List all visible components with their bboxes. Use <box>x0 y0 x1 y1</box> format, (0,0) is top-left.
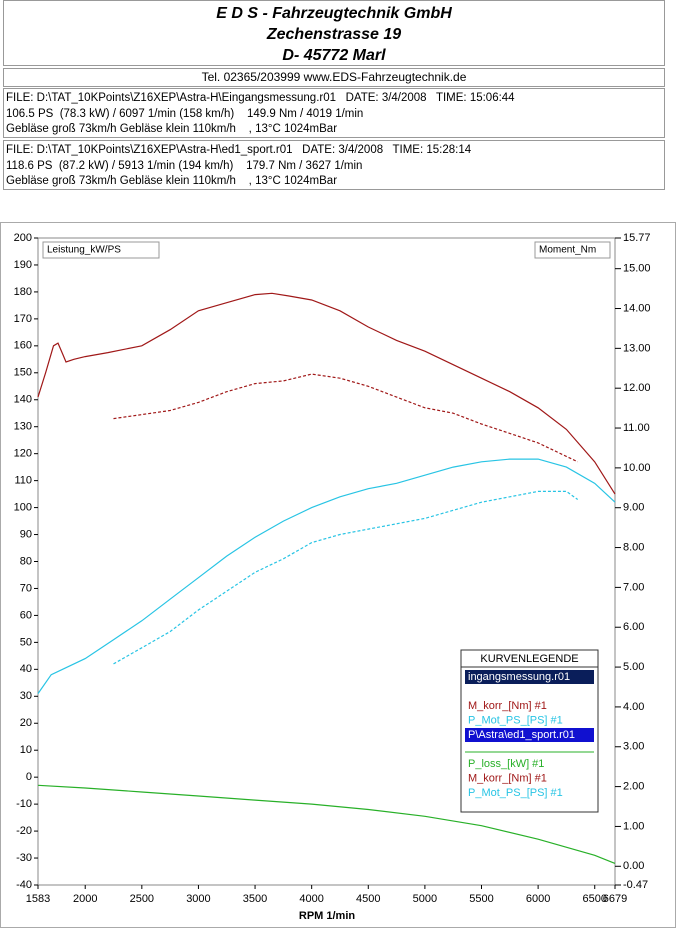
y2-axis-label: Moment_Nm <box>539 245 596 256</box>
x-tick-label: 6679 <box>603 893 627 905</box>
y-tick-label: 120 <box>14 448 32 460</box>
header-line: Zechenstrasse 19 <box>266 26 402 43</box>
y-tick-label: 80 <box>20 555 32 567</box>
legend-entry: M_korr_[Nm] #1 <box>468 772 547 784</box>
y2-tick-label: 14.00 <box>623 302 651 314</box>
file-box: FILE: D:\TAT_10KPoints\Z16XEP\Astra-H\ed… <box>3 140 665 190</box>
y-tick-label: 130 <box>14 421 32 433</box>
series-line <box>37 458 616 694</box>
y2-tick-label: 12.00 <box>623 382 651 394</box>
y2-tick-label: 6.00 <box>623 621 644 633</box>
x-axis-label: RPM 1/min <box>299 910 356 922</box>
legend-group-bg <box>465 728 594 742</box>
chart: Leistung_kW/PS Moment_Nm RPM 1/min -40 -3… <box>0 222 676 928</box>
series-line <box>113 490 579 665</box>
series-line <box>37 784 616 864</box>
y2label-box <box>534 241 611 259</box>
x-tick-label: 6500 <box>582 893 606 905</box>
y-tick-label: 150 <box>14 367 32 379</box>
legend-title: KURVENLEGENDE <box>480 653 578 665</box>
y-tick-label: 0 <box>26 771 32 783</box>
file-line: FILE: D:\TAT_10KPoints\Z16XEP\Astra-H\Ei… <box>6 92 515 104</box>
y-tick-label: 170 <box>14 313 32 325</box>
y2-tick-label: 11.00 <box>623 422 650 434</box>
y-tick-label: 110 <box>14 475 32 487</box>
y-tick-label: 90 <box>20 528 32 540</box>
series-line <box>113 373 578 463</box>
x-tick-label: 2500 <box>130 893 154 905</box>
file-line: Gebläse groß 73km/h Gebläse klein 110km/… <box>6 175 338 187</box>
file-box: FILE: D:\TAT_10KPoints\Z16XEP\Astra-H\Ei… <box>3 88 665 138</box>
x-tick-label: 1583 <box>26 893 50 905</box>
x-tick-label: 4000 <box>299 893 323 905</box>
legend-entry: M_korr_[Nm] #1 <box>468 700 547 712</box>
y-tick-label: 50 <box>20 636 32 648</box>
y2-tick-label: 10.00 <box>623 462 651 474</box>
y-tick-label: 160 <box>14 340 32 352</box>
header-line: D- 45772 Marl <box>282 47 386 64</box>
y-tick-label: 200 <box>14 232 32 244</box>
y-tick-label: 10 <box>20 744 32 756</box>
y-tick-label: 20 <box>20 717 32 729</box>
y2-tick-label: 2.00 <box>623 781 644 793</box>
header-box: E D S - Fahrzeugtechnik GmbH Zechenstras… <box>3 0 665 66</box>
file-line: 106.5 PS (78.3 kW) / 6097 1/min (158 km/… <box>6 107 364 120</box>
y-axis-label: Leistung_kW/PS <box>47 245 121 256</box>
legend-group-bg <box>465 670 594 684</box>
x-tick-label: 6000 <box>526 893 550 905</box>
y2-tick-label: 3.00 <box>623 741 644 753</box>
file-line: Gebläse groß 73km/h Gebläse klein 110km/… <box>6 123 338 135</box>
legend-entry: P_Mot_PS_[PS] #1 <box>468 787 563 799</box>
y-tick-label: -40 <box>16 879 32 891</box>
x-tick-label: 2000 <box>73 893 97 905</box>
legend-entry: P_Mot_PS_[PS] #1 <box>468 714 563 726</box>
legend-group-label: ingangsmessung.r01 <box>468 671 570 683</box>
contact: Tel. 02365/203999 www.EDS-Fahrzeugtechni… <box>3 68 665 87</box>
y-tick-label: 180 <box>14 286 32 298</box>
legend-group-label: P\Astra\ed1_sport.r01 <box>468 729 575 741</box>
x-tick-label: 5500 <box>469 893 493 905</box>
y2-tick-label: 0.00 <box>623 860 644 872</box>
y2-tick-label: 5.00 <box>623 661 644 673</box>
y-tick-label: -10 <box>16 798 32 810</box>
x-tick-label: 3000 <box>186 893 210 905</box>
x-tick-label: 5000 <box>413 893 437 905</box>
series-line <box>37 292 616 495</box>
header-line: E D S - Fahrzeugtechnik GmbH <box>216 5 452 22</box>
y-tick-label: 40 <box>20 663 32 675</box>
y2-tick-label: 8.00 <box>623 541 644 553</box>
y-tick-label: 190 <box>14 259 32 271</box>
y-tick-label: -30 <box>16 852 32 864</box>
legend-entry: P_loss_[kW] #1 <box>468 758 544 770</box>
y2-tick-label: 1.00 <box>623 820 644 832</box>
y2-tick-label: 4.00 <box>623 701 644 713</box>
y-tick-label: -20 <box>16 825 32 837</box>
y2-tick-label: 15.77 <box>623 232 651 244</box>
x-tick-label: 4500 <box>356 893 380 905</box>
y-tick-label: 30 <box>20 690 32 702</box>
file-line: FILE: D:\TAT_10KPoints\Z16XEP\Astra-H\ed… <box>6 144 472 156</box>
y2-tick-label: 9.00 <box>623 502 644 514</box>
file-line: 118.6 PS (87.2 kW) / 5913 1/min (194 km/… <box>6 159 363 172</box>
y-tick-label: 140 <box>14 394 32 406</box>
y2-tick-label: 15.00 <box>623 263 651 275</box>
ylabel-box <box>42 241 160 259</box>
y-tick-label: 100 <box>14 501 32 513</box>
x-tick-label: 3500 <box>243 893 267 905</box>
y2-tick-label: 7.00 <box>623 581 644 593</box>
y2-tick-label: -0.47 <box>623 879 648 891</box>
y2-tick-label: 13.00 <box>623 342 651 354</box>
y-tick-label: 60 <box>20 609 32 621</box>
y-tick-label: 70 <box>20 582 32 594</box>
